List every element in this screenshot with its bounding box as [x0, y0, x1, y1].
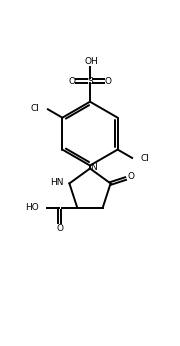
- Text: OH: OH: [84, 57, 98, 66]
- Text: O: O: [56, 225, 63, 234]
- Text: S: S: [87, 76, 93, 85]
- Text: O: O: [105, 76, 112, 85]
- Text: O: O: [127, 172, 134, 181]
- Text: Cl: Cl: [141, 154, 150, 163]
- Text: N: N: [90, 163, 97, 172]
- Text: HN: HN: [50, 178, 64, 187]
- Text: HO: HO: [25, 203, 39, 212]
- Text: Cl: Cl: [30, 104, 39, 113]
- Text: O: O: [68, 76, 75, 85]
